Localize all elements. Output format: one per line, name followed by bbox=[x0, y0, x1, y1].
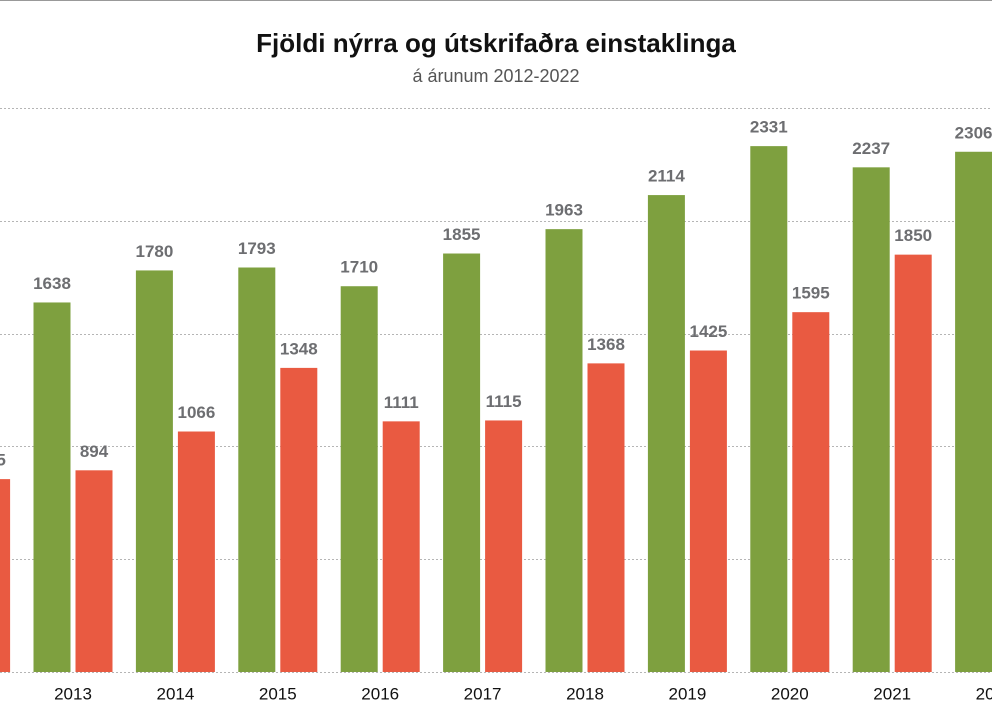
x-tick-label: 2014 bbox=[156, 684, 194, 703]
bar bbox=[647, 195, 685, 672]
bar bbox=[33, 302, 71, 672]
bar bbox=[485, 420, 523, 672]
x-tick-label: 2021 bbox=[873, 684, 911, 703]
bar bbox=[340, 286, 378, 672]
chart-title: Fjöldi nýrra og útskrifaðra einstaklinga bbox=[256, 28, 736, 58]
value-label: 1850 bbox=[894, 226, 932, 245]
x-tick-label: 2020 bbox=[771, 684, 809, 703]
bar bbox=[0, 479, 11, 672]
value-label: 1368 bbox=[587, 335, 625, 354]
bar bbox=[852, 167, 890, 672]
bar bbox=[792, 312, 830, 672]
value-label: 1348 bbox=[280, 339, 318, 358]
x-tick-label: 2019 bbox=[668, 684, 706, 703]
value-label: 1793 bbox=[238, 239, 276, 258]
chart-subtitle: á árunum 2012-2022 bbox=[412, 66, 579, 86]
x-tick-label: 2013 bbox=[54, 684, 92, 703]
bar bbox=[135, 270, 173, 672]
bar bbox=[750, 146, 788, 672]
value-label: 1710 bbox=[340, 258, 378, 277]
value-label: 1855 bbox=[443, 225, 481, 244]
bar bbox=[545, 229, 583, 672]
bar bbox=[955, 151, 992, 672]
value-label: 1638 bbox=[33, 274, 71, 293]
x-tick-label: 2015 bbox=[259, 684, 297, 703]
x-tick-label: 2017 bbox=[464, 684, 502, 703]
value-label: 1963 bbox=[545, 201, 583, 220]
value-label: 1115 bbox=[486, 392, 522, 411]
value-label: 1780 bbox=[135, 242, 173, 261]
value-label: 1066 bbox=[177, 403, 215, 422]
bar bbox=[75, 470, 113, 672]
value-label: 2237 bbox=[852, 139, 890, 158]
value-label: 855 bbox=[0, 451, 6, 470]
bar bbox=[238, 267, 276, 672]
bar bbox=[587, 363, 625, 672]
bar bbox=[689, 350, 727, 672]
value-label: 894 bbox=[80, 442, 109, 461]
value-label: 1425 bbox=[689, 322, 727, 341]
bar bbox=[177, 431, 215, 672]
bar bbox=[280, 367, 318, 672]
x-tick-label: 2022 bbox=[976, 684, 992, 703]
value-label: 1595 bbox=[792, 284, 830, 303]
bar bbox=[443, 253, 481, 672]
x-tick-label: 2016 bbox=[361, 684, 399, 703]
x-tick-label: 2018 bbox=[566, 684, 604, 703]
value-label: 2114 bbox=[648, 167, 685, 186]
value-label: 2331 bbox=[750, 118, 788, 137]
value-label: 2306 bbox=[955, 123, 992, 142]
bar bbox=[894, 254, 932, 672]
value-label: 1111 bbox=[384, 393, 419, 412]
bar bbox=[382, 421, 420, 672]
